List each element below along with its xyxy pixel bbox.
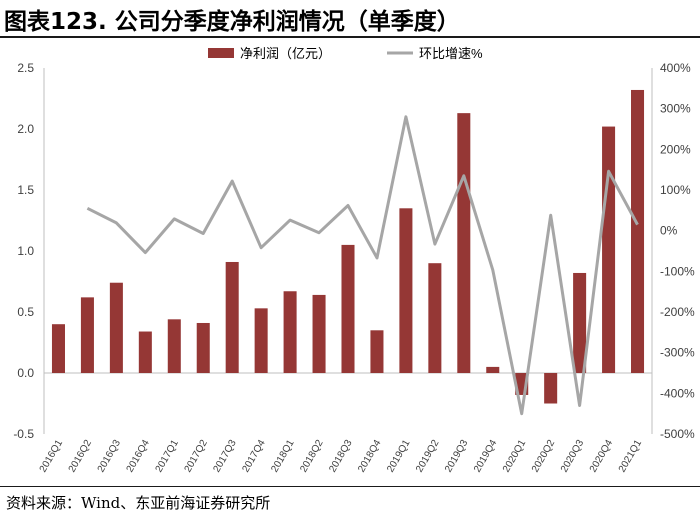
- x-tick-label: 2017Q3: [211, 438, 239, 475]
- bar-2019Q3: [457, 113, 471, 373]
- chart: -0.5 0.0 0.5 1.0 1.5 2.0 2.5 -500% -400% -300% -20…: [13, 46, 695, 475]
- x-tick-label: 2019Q4: [472, 438, 500, 475]
- right-tick-label: 100%: [660, 183, 691, 197]
- bar-2016Q3: [109, 282, 123, 373]
- right-tick-label: -500%: [660, 427, 695, 441]
- page-title: 图表123. 公司分季度净利润情况（单季度）: [4, 9, 460, 35]
- bar-2019Q4: [486, 366, 500, 373]
- left-tick-label: -0.5: [13, 427, 34, 441]
- bar-2017Q1: [167, 319, 181, 373]
- x-tick-label: 2018Q2: [298, 438, 326, 475]
- left-tick-label: 0.5: [17, 305, 34, 319]
- bar-2016Q4: [138, 331, 152, 373]
- right-tick-label: -400%: [660, 386, 695, 400]
- bar-2018Q2: [312, 294, 326, 373]
- right-tick-label: 400%: [660, 61, 691, 75]
- right-tick-label: 0%: [660, 224, 678, 238]
- bar-2020Q2: [544, 373, 558, 404]
- x-tick-label: 2020Q2: [530, 438, 558, 475]
- x-tick-label: 2021Q1: [617, 438, 645, 475]
- bar-2021Q1: [631, 89, 645, 374]
- legend-label-net-profit: 净利润（亿元）: [240, 46, 331, 61]
- right-tick-label: 200%: [660, 142, 691, 156]
- bar-2017Q2: [196, 322, 210, 373]
- bar-2019Q2: [428, 263, 442, 373]
- x-tick-label: 2017Q2: [183, 438, 211, 475]
- bar-2017Q4: [254, 308, 268, 373]
- right-tick-label: -100%: [660, 264, 695, 278]
- x-tick-label: 2020Q1: [501, 438, 529, 475]
- bar-2018Q3: [341, 244, 355, 373]
- left-tick-label: 0.0: [17, 366, 34, 380]
- x-tick-label: 2016Q1: [38, 438, 66, 475]
- bar-2018Q1: [283, 291, 297, 373]
- x-tick-label: 2016Q3: [96, 438, 124, 475]
- right-tick-label: -300%: [660, 346, 695, 360]
- line-growth-rate: [86, 115, 639, 416]
- right-tick-label: 300%: [660, 102, 691, 116]
- x-tick-label: 2018Q1: [269, 438, 297, 475]
- bar-2018Q4: [370, 330, 384, 373]
- left-tick-label: 1.5: [17, 183, 34, 197]
- left-tick-label: 2.5: [17, 61, 34, 75]
- legend-swatch-net-profit: [208, 48, 234, 58]
- x-tick-label: 2017Q1: [154, 438, 182, 475]
- title-bar: 图表123. 公司分季度净利润情况（单季度）: [0, 0, 700, 38]
- bar-2016Q1: [51, 324, 65, 373]
- x-tick-label: 2019Q3: [443, 438, 471, 475]
- bar-2017Q3: [225, 261, 239, 373]
- x-tick-label: 2016Q4: [125, 438, 153, 475]
- x-tick-label: 2020Q4: [588, 438, 616, 475]
- bar-2016Q2: [80, 297, 94, 373]
- x-tick-label: 2018Q3: [327, 438, 355, 475]
- legend-label-growth-rate: 环比增速%: [419, 46, 483, 61]
- chart-container: -0.5 0.0 0.5 1.0 1.5 2.0 2.5 -500% -400% -300% -20…: [0, 40, 700, 485]
- x-tick-label: 2019Q2: [414, 438, 442, 475]
- x-tick-label: 2016Q2: [67, 438, 95, 475]
- bar-2020Q3: [573, 272, 587, 373]
- right-tick-label: -200%: [660, 305, 695, 319]
- bar-2019Q1: [399, 208, 413, 373]
- source-note: 资料来源：Wind、东亚前海证券研究所: [6, 494, 271, 512]
- x-tick-label: 2018Q4: [356, 438, 384, 475]
- left-tick-label: 2.0: [17, 122, 34, 136]
- left-tick-label: 1.0: [17, 244, 34, 258]
- x-tick-label: 2017Q4: [240, 438, 268, 475]
- source-bar: 资料来源：Wind、东亚前海证券研究所: [0, 486, 700, 517]
- x-tick-label: 2020Q3: [559, 438, 587, 475]
- x-tick-label: 2019Q1: [385, 438, 413, 475]
- bar-2020Q4: [602, 126, 616, 373]
